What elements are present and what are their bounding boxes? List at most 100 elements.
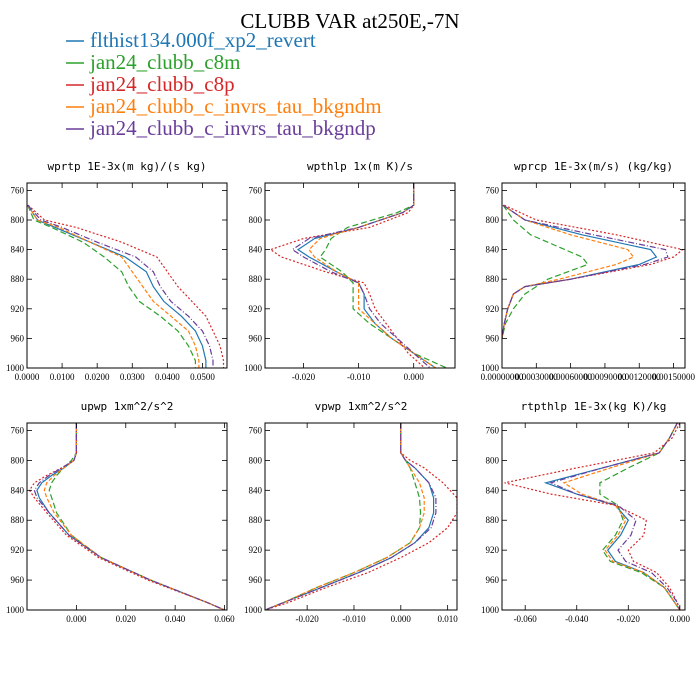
x-tick-label: 0.00150000 xyxy=(652,372,695,382)
x-tick-label: 0.000 xyxy=(66,614,87,624)
x-tick-label: -0.020 xyxy=(292,372,316,382)
y-tick-label: 840 xyxy=(11,485,25,495)
y-tick-label: 880 xyxy=(249,515,263,525)
series-line xyxy=(291,183,431,368)
x-tick-label: 0.0300 xyxy=(120,372,145,382)
legend-label: jan24_clubb_c8m xyxy=(89,50,240,74)
y-tick-label: 800 xyxy=(486,215,500,225)
y-tick-label: 1000 xyxy=(244,363,263,373)
series-line xyxy=(265,423,425,610)
plot-frame xyxy=(26,422,228,611)
x-tick-label: 0.000 xyxy=(670,614,691,624)
x-tick-label: 0.0400 xyxy=(155,372,180,382)
series-line xyxy=(599,423,681,610)
panel-title: upwp 1xm^2/s^2 xyxy=(81,400,174,413)
x-tick-label: 0.0100 xyxy=(50,372,75,382)
y-tick-label: 760 xyxy=(249,425,263,435)
y-tick-label: 1000 xyxy=(6,605,25,615)
x-tick-label: 0.00120000 xyxy=(618,372,661,382)
y-tick-label: 920 xyxy=(11,545,25,555)
y-tick-label: 840 xyxy=(11,245,25,255)
chart-panel: rtpthlp 1E-3x(kg K)/kg 760 800 840 880 920 960… xyxy=(481,400,690,624)
x-tick-label: -0.020 xyxy=(617,614,641,624)
y-tick-label: 840 xyxy=(486,485,500,495)
series-line xyxy=(502,204,658,339)
y-tick-label: 920 xyxy=(486,304,500,314)
x-tick-label: 0.040 xyxy=(165,614,186,624)
series-line xyxy=(502,204,685,339)
plot-frame xyxy=(264,422,458,611)
series-line xyxy=(27,204,207,368)
y-tick-label: 960 xyxy=(249,575,263,585)
y-tick-label: 800 xyxy=(486,455,500,465)
series-line xyxy=(269,183,426,368)
y-tick-label: 800 xyxy=(11,455,25,465)
series-line xyxy=(502,204,589,339)
series-group xyxy=(269,183,447,368)
series-line xyxy=(319,183,447,368)
panel-title: wpthlp 1x(m K)/s xyxy=(307,160,413,173)
chart-panel: vpwp 1xm^2/s^2 760 800 840 880 920 960 1000 -0.0… xyxy=(244,400,458,624)
y-tick-label: 1000 xyxy=(6,363,25,373)
panel-title: rtpthlp 1E-3x(kg K)/kg xyxy=(521,400,667,413)
y-tick-label: 920 xyxy=(11,304,25,314)
panel-title: wprtp 1E-3x(m kg)/(s kg) xyxy=(48,160,207,173)
y-tick-label: 840 xyxy=(249,485,263,495)
x-tick-label: -0.060 xyxy=(514,614,538,624)
y-tick-label: 760 xyxy=(486,425,500,435)
legend-label: flthist134.000f_xp2_revert xyxy=(90,28,316,52)
plot-frame xyxy=(501,182,686,369)
x-tick-label: 0.0500 xyxy=(190,372,215,382)
series-group xyxy=(502,204,685,339)
y-tick-label: 880 xyxy=(249,274,263,284)
x-tick-label: 0.060 xyxy=(214,614,235,624)
series-line xyxy=(33,423,225,610)
y-tick-label: 920 xyxy=(249,545,263,555)
legend: flthist134.000f_xp2_revertjan24_clubb_c8… xyxy=(66,28,382,140)
y-tick-label: 800 xyxy=(249,455,263,465)
y-tick-label: 1000 xyxy=(481,605,500,615)
x-tick-label: -0.010 xyxy=(342,614,366,624)
x-tick-label: 0.00000000 xyxy=(481,372,524,382)
series-group xyxy=(265,423,457,610)
y-tick-label: 760 xyxy=(11,185,25,195)
series-line xyxy=(502,204,635,339)
legend-item: jan24_clubb_c8p xyxy=(66,72,235,96)
plot-frame xyxy=(26,182,228,369)
x-tick-label: 0.00060000 xyxy=(549,372,592,382)
series-line xyxy=(27,204,200,368)
y-tick-label: 960 xyxy=(486,333,500,343)
series-line xyxy=(48,423,225,610)
legend-item: jan24_clubb_c8m xyxy=(66,50,240,74)
legend-label: jan24_clubb_c_invrs_tau_bkgndm xyxy=(89,94,382,118)
x-tick-label: -0.010 xyxy=(347,372,371,382)
figure-title: CLUBB VAR at250E,-7N xyxy=(240,9,459,33)
series-line xyxy=(549,423,681,610)
y-tick-label: 880 xyxy=(486,274,500,284)
series-line xyxy=(28,423,225,610)
series-line xyxy=(36,423,225,610)
series-group xyxy=(28,423,225,610)
y-tick-label: 880 xyxy=(486,515,500,525)
series-line xyxy=(265,423,435,610)
y-tick-label: 1000 xyxy=(481,363,500,373)
series-line xyxy=(296,183,437,368)
y-tick-label: 960 xyxy=(486,575,500,585)
y-tick-label: 800 xyxy=(11,215,25,225)
y-tick-label: 920 xyxy=(249,304,263,314)
y-tick-label: 760 xyxy=(11,425,25,435)
plot-frame xyxy=(264,182,456,369)
series-line xyxy=(502,204,669,339)
y-tick-label: 840 xyxy=(486,245,500,255)
series-line xyxy=(308,183,437,368)
y-tick-label: 800 xyxy=(249,215,263,225)
chart-panel: upwp 1xm^2/s^2 760 800 840 880 920 960 1000 0.00… xyxy=(6,400,235,624)
series-line xyxy=(27,204,225,368)
series-line xyxy=(265,423,437,610)
series-group xyxy=(27,204,225,368)
legend-label: jan24_clubb_c8p xyxy=(89,72,235,96)
y-tick-label: 960 xyxy=(11,333,25,343)
y-tick-label: 960 xyxy=(249,333,263,343)
panel-title: wprcp 1E-3x(m/s) (kg/kg) xyxy=(514,160,673,173)
